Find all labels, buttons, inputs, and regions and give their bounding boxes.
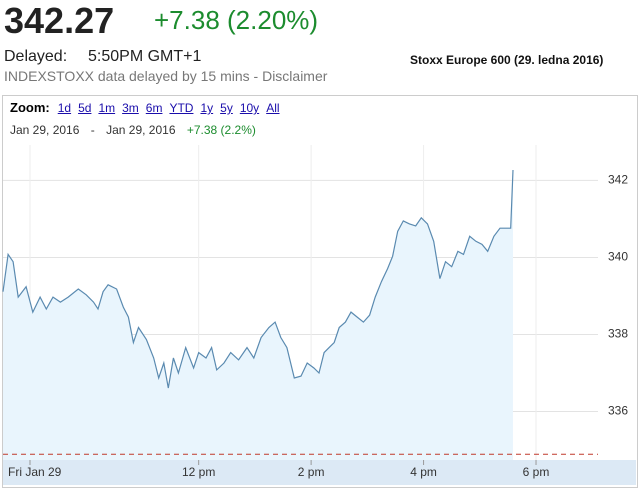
range-change: +7.38 (2.2%)	[186, 123, 256, 137]
y-tick-label: 336	[608, 404, 628, 418]
y-tick-label: 340	[608, 250, 628, 264]
area	[3, 170, 513, 460]
x-tick-label: 6 pm	[523, 465, 550, 479]
caption: Stoxx Europe 600 (29. ledna 2016)	[410, 53, 604, 67]
y-tick-label: 338	[608, 327, 628, 341]
delay-notice: INDEXSTOXX data delayed by 15 mins - Dis…	[4, 68, 328, 84]
price: 342.27	[4, 0, 115, 41]
zoom-option[interactable]: 1d	[57, 101, 72, 115]
x-tick-label: Fri Jan 29	[8, 465, 62, 479]
zoom-option[interactable]: All	[266, 101, 280, 115]
price-change: +7.38 (2.20%)	[154, 5, 319, 35]
zoom-row: Zoom: 1d 5d 1m 3m 6m YTD 1y 5y 10y All	[10, 100, 287, 115]
zoom-option[interactable]: 5y	[220, 101, 233, 115]
x-axis-band	[3, 460, 636, 485]
date-from: Jan 29, 2016	[10, 123, 80, 137]
y-tick-label: 342	[608, 173, 628, 187]
line	[2, 169, 514, 389]
quote-time: 5:50PM GMT+1	[88, 48, 202, 65]
date-to: Jan 29, 2016	[106, 123, 176, 137]
zoom-option[interactable]: 1m	[98, 101, 116, 115]
date-row: Jan 29, 2016 - Jan 29, 2016 +7.38 (2.2%)	[10, 123, 264, 137]
zoom-option[interactable]: 3m	[122, 101, 139, 115]
x-tick-label: 4 pm	[410, 465, 437, 479]
zoom-option[interactable]: 1y	[200, 101, 214, 115]
zoom-option[interactable]: 6m	[145, 101, 163, 115]
delayed-label: Delayed:	[4, 48, 68, 65]
zoom-option[interactable]: 10y	[239, 101, 260, 115]
zoom-option[interactable]: 5d	[78, 101, 92, 115]
date-separator: -	[90, 123, 95, 137]
x-tick-label: 12 pm	[182, 465, 215, 479]
zoom-label: Zoom:	[10, 100, 50, 115]
zoom-option[interactable]: YTD	[169, 101, 194, 115]
x-tick-label: 2 pm	[298, 465, 325, 479]
